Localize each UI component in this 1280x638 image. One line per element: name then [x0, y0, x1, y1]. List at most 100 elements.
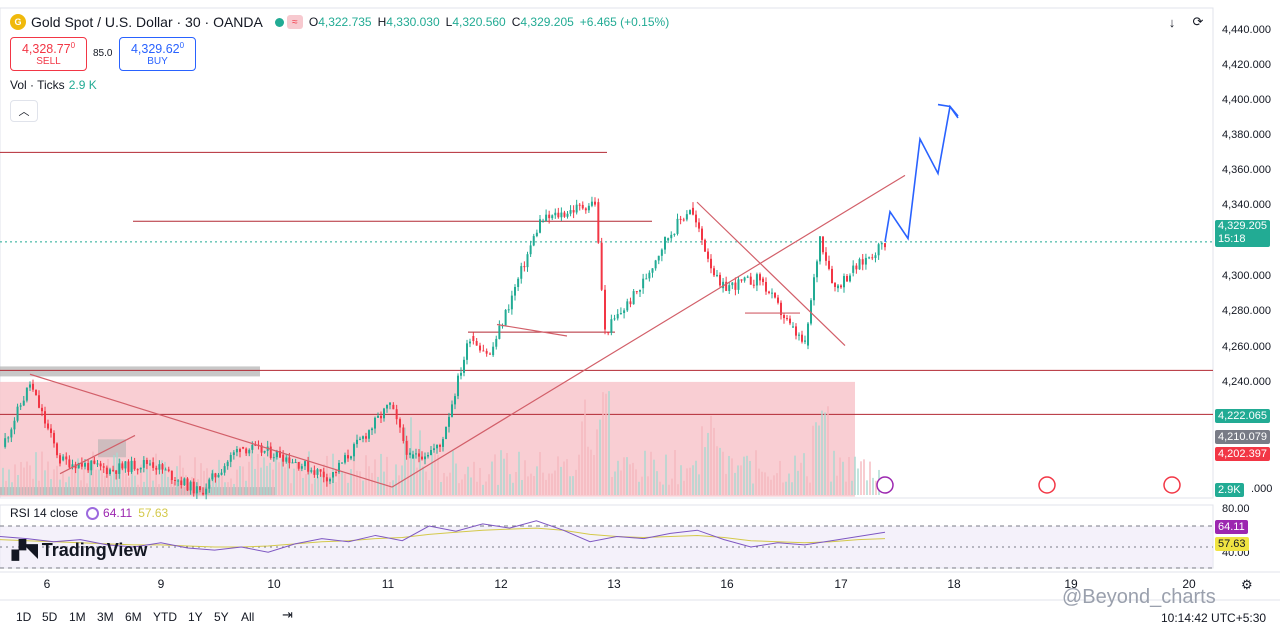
date-range-icon[interactable]: ⇥: [282, 607, 293, 622]
volume-bar: [758, 468, 760, 495]
ohlc-low: L4,320.560: [445, 15, 506, 29]
volume-bar: [803, 453, 805, 495]
wave-icon[interactable]: ≈: [286, 15, 303, 29]
timeframe-6m[interactable]: 6M: [125, 610, 142, 624]
candle-body: [47, 423, 49, 429]
volume-bar: [464, 474, 466, 495]
sell-price: 4,328.77: [21, 42, 71, 57]
volume-bar: [194, 457, 196, 495]
timeframe-1d[interactable]: 1D: [16, 610, 32, 624]
volume-bar: [824, 412, 826, 495]
volume-bar: [776, 473, 778, 495]
timeframe-5y[interactable]: 5Y: [214, 610, 229, 624]
candle-body: [220, 472, 223, 475]
price-tick: 4,280.000: [1222, 305, 1271, 317]
ohlc-open: O4,322.735: [308, 15, 372, 29]
candle-body: [195, 486, 198, 494]
volume-bar: [407, 439, 409, 495]
candle-body: [96, 463, 99, 465]
volume-bar: [677, 484, 679, 495]
sell-button[interactable]: 4,328.770 SELL: [10, 37, 87, 71]
volume-bar: [767, 476, 769, 495]
volume-bar: [197, 479, 199, 495]
candle-body: [294, 462, 297, 464]
candle-body: [590, 201, 593, 206]
candle-body: [71, 464, 74, 468]
timeframe-1y[interactable]: 1Y: [188, 610, 203, 624]
candle-body: [50, 428, 52, 433]
timeframe-ytd[interactable]: YTD: [153, 610, 177, 624]
volume-bar: [740, 465, 742, 495]
volume-bar: [191, 476, 193, 495]
candle-body: [759, 274, 761, 281]
candle-body: [329, 479, 331, 482]
volume-legend[interactable]: Vol · Ticks 2.9 K: [10, 78, 97, 92]
volume-bar: [452, 450, 454, 495]
volume-bar: [374, 459, 376, 495]
download-icon[interactable]: ↓: [1168, 14, 1176, 30]
volume-bar: [68, 476, 70, 495]
candle-body: [53, 432, 55, 444]
symbol-title[interactable]: Gold Spot / U.S. Dollar · 30 · OANDA: [31, 14, 263, 30]
volume-bar: [104, 475, 106, 495]
volume-bar: [701, 426, 703, 495]
candle-body: [389, 402, 391, 405]
candle-body: [816, 261, 818, 278]
gear-icon[interactable]: ⚙: [1241, 577, 1253, 592]
volume-bar: [164, 461, 166, 495]
candle-body: [864, 257, 867, 265]
candle-body: [884, 243, 886, 248]
candle-body: [843, 276, 845, 288]
candle-body: [87, 463, 90, 471]
candle-body: [170, 470, 173, 481]
time-tick: 13: [607, 577, 621, 591]
volume-bar: [461, 479, 463, 495]
rsi-settings-icon[interactable]: [86, 506, 100, 520]
sell-price-digit: 0: [70, 40, 76, 50]
candle-body: [412, 454, 414, 459]
volume-bar: [29, 465, 31, 495]
timeframe-all[interactable]: All: [241, 610, 255, 624]
volume-bar: [683, 480, 685, 495]
level-tag: 4,222.065: [1215, 409, 1270, 423]
volume-bar: [680, 465, 682, 495]
timeframe-1m[interactable]: 1M: [69, 610, 86, 624]
volume-bar: [602, 392, 604, 495]
volume-bar: [101, 469, 103, 495]
refresh-icon[interactable]: ⟳: [1192, 14, 1204, 29]
volume-bar: [788, 473, 790, 495]
volume-bar: [647, 476, 649, 495]
volume-bar: [11, 482, 13, 495]
buy-button[interactable]: 4,329.620 BUY: [119, 37, 196, 71]
candle-body: [740, 279, 743, 281]
chart-header: G Gold Spot / U.S. Dollar · 30 · OANDA ≈…: [10, 12, 669, 32]
volume-bar: [476, 481, 478, 495]
candle-body: [29, 384, 31, 388]
volume-bar: [692, 465, 694, 495]
rsi-legend[interactable]: RSI 14 close 64.11 57.63: [10, 506, 168, 520]
volume-bar: [80, 480, 82, 495]
volume-bar: [95, 469, 97, 495]
volume-bar: [20, 461, 22, 495]
volume-bar: [149, 464, 151, 495]
candle-body: [139, 467, 142, 470]
candle-body: [858, 259, 861, 270]
volume-bar: [413, 454, 415, 495]
volume-bar: [293, 468, 295, 495]
candle-body: [109, 469, 111, 475]
volume-bar: [356, 470, 358, 495]
collapse-legend-button[interactable]: ︿: [10, 100, 38, 122]
volume-bar: [626, 457, 628, 495]
timeframe-3m[interactable]: 3M: [97, 610, 114, 624]
volume-bar: [302, 477, 304, 495]
candle-body: [673, 233, 676, 235]
candle-body: [749, 276, 752, 285]
candle-body: [572, 210, 575, 213]
volume-bar: [689, 467, 691, 495]
candle-body: [392, 404, 395, 410]
tradingview-logo[interactable]: ▞◥ TradingView: [12, 540, 148, 560]
candle-body: [232, 452, 235, 455]
timeframe-5d[interactable]: 5D: [42, 610, 58, 624]
time-tick: 10: [267, 577, 281, 591]
